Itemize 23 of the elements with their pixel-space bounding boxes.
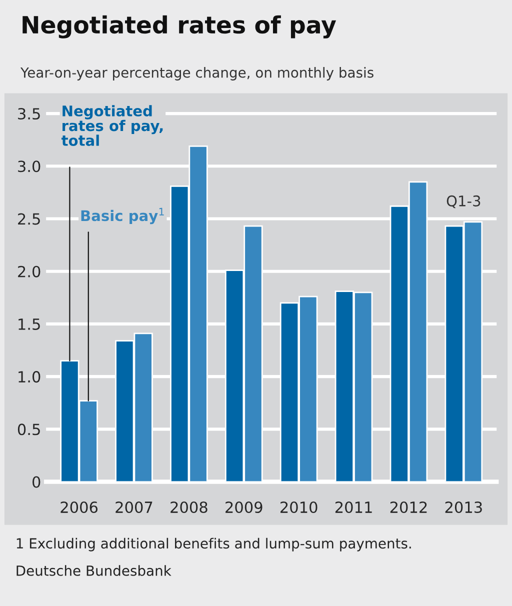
x-tick-label: 2013 (445, 501, 482, 514)
y-tick-label: 2.0 (18, 266, 40, 278)
text: Deutsche Bundesbank (16, 565, 172, 576)
y-tick-label: 1.5 (18, 318, 40, 330)
y-tick-label: 0 (32, 476, 40, 488)
y-tick-label: 1.0 (18, 371, 40, 383)
y-tick-label: 2.5 (18, 213, 40, 225)
chart-title: Negotiated rates of pay (22, 15, 336, 38)
y-tick-label: 3.0 (18, 160, 40, 172)
x-tick-label: 2006 (60, 501, 98, 514)
y-tick-label: 0.5 (18, 424, 40, 436)
text: 1 Excluding additional benefits and lump-sum payments. (16, 538, 411, 552)
x-tick-label: 2011 (335, 501, 372, 514)
x-tick-label: 2009 (226, 501, 262, 514)
x-tick-label: 2012 (390, 501, 427, 514)
x-tick-label: 2010 (280, 501, 318, 514)
y-tick-label: 3.5 (18, 108, 40, 120)
annotation: Q1-3 (446, 195, 480, 208)
series-label: Basic pay$^{1}$ (81, 208, 164, 224)
x-tick-label: 2008 (170, 501, 208, 514)
text: Negotiated rates of pay, total (61, 105, 163, 146)
x-tick-label: 2007 (116, 501, 152, 514)
chart-subtitle: Year-on-year percentage change, on monthly basis (20, 67, 374, 80)
